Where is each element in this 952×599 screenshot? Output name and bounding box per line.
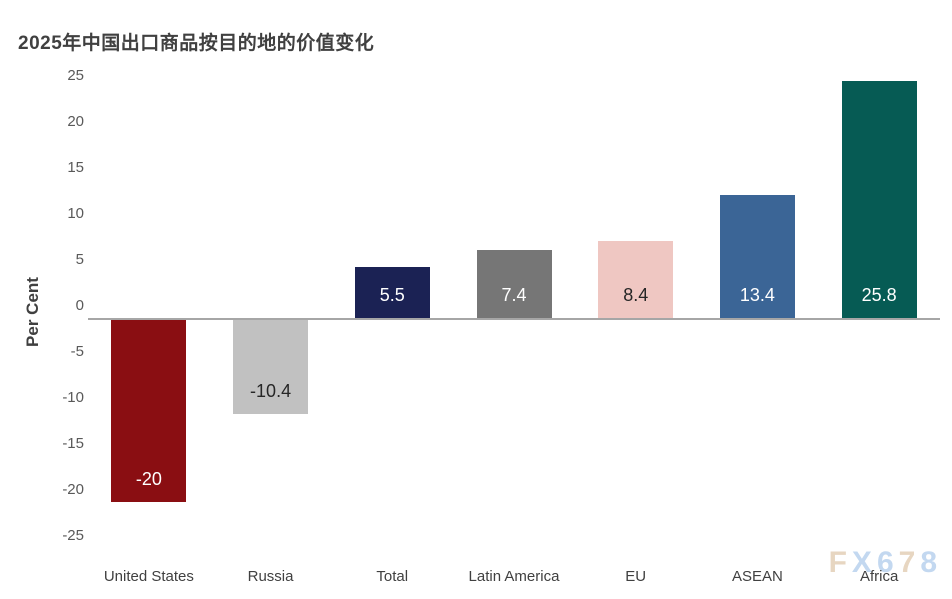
y-tick-label: 10 — [67, 205, 84, 222]
bar-asean — [719, 194, 795, 318]
bar-value-asean: 13.4 — [739, 285, 775, 305]
x-label-united-states: United States — [103, 568, 194, 585]
bar-latin-america — [476, 249, 552, 318]
watermark: FX678 — [829, 546, 942, 580]
x-axis-line — [88, 318, 940, 320]
y-tick-label: -15 — [62, 435, 84, 452]
bar-value-total: 5.5 — [379, 285, 405, 305]
watermark-letter: 8 — [920, 546, 942, 579]
y-tick-label: 15 — [67, 159, 84, 176]
bar-value-united-states: -20 — [135, 469, 162, 489]
bar-value-africa: 25.8 — [861, 285, 897, 305]
x-label-russia: Russia — [247, 568, 294, 585]
x-label-africa: Africa — [859, 568, 899, 585]
watermark-letter: F — [828, 546, 852, 579]
bar-united-states — [111, 318, 187, 502]
bar-eu — [598, 240, 674, 318]
y-tick-label: 25 — [67, 67, 84, 84]
bar-value-russia: -10.4 — [250, 380, 292, 401]
bar-africa — [841, 80, 917, 318]
y-tick-label: 5 — [75, 251, 84, 268]
watermark-letter: 6 — [876, 546, 899, 579]
y-axis-label: Per Cent — [23, 277, 42, 347]
bar-russia — [233, 318, 309, 414]
bar-value-latin-america: 7.4 — [501, 285, 527, 305]
x-label-eu: EU — [625, 568, 647, 585]
y-tick-label: -5 — [70, 343, 84, 360]
watermark-letter: X — [851, 546, 877, 579]
y-tick-label: -25 — [62, 527, 84, 544]
y-tick-label: -10 — [62, 389, 84, 406]
bar-value-eu: 8.4 — [623, 285, 649, 305]
chart-title: 2025年中国出口商品按目的地的价值变化 — [18, 33, 375, 54]
bar-total — [354, 267, 430, 318]
watermark-letter: 7 — [898, 546, 921, 579]
y-tick-label: 0 — [75, 297, 84, 314]
x-label-total: Total — [376, 568, 409, 585]
x-label-latin-america: Latin America — [468, 568, 560, 585]
x-label-asean: ASEAN — [731, 568, 783, 585]
y-tick-label: 20 — [67, 113, 84, 130]
y-tick-label: -20 — [62, 481, 84, 498]
